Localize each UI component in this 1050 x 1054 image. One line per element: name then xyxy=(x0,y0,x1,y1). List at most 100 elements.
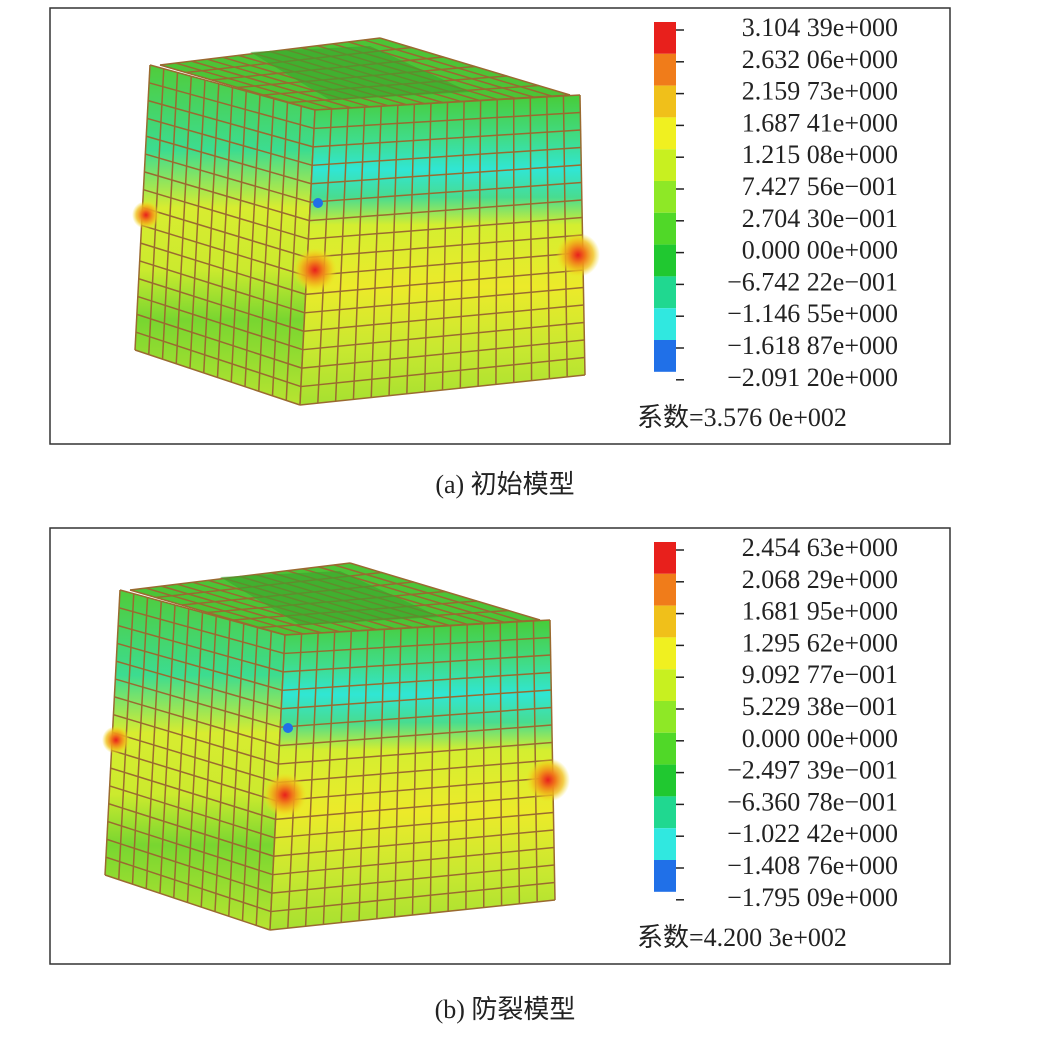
legend-swatch xyxy=(654,308,676,340)
mesh-line xyxy=(307,234,583,259)
mesh-line xyxy=(137,295,304,351)
mesh-line xyxy=(310,181,582,203)
legend-swatch xyxy=(654,828,676,860)
legend-swatch xyxy=(654,212,676,245)
legend-label: −1.795 09e+000 xyxy=(727,883,898,912)
legend-label: 1.215 08e+000 xyxy=(742,140,898,169)
legend-label: −6.742 22e−001 xyxy=(727,267,898,296)
scale-factor: 系数=4.200 3e+002 xyxy=(637,923,847,952)
mesh-line xyxy=(282,671,551,692)
mesh-line xyxy=(141,224,307,277)
mesh-line xyxy=(270,881,555,913)
mesh-line xyxy=(299,374,586,406)
stress-hotspot xyxy=(263,773,307,817)
legend-label: 2.068 29e+000 xyxy=(742,565,898,594)
caption: (a) 初始模型 xyxy=(435,470,574,499)
mesh-line xyxy=(117,624,284,673)
legend-label: 0.000 00e+000 xyxy=(742,724,898,753)
legend-label: 1.295 62e+000 xyxy=(742,628,898,657)
mesh-line xyxy=(114,696,280,747)
legend-swatch xyxy=(654,85,676,118)
fe-model xyxy=(132,37,600,406)
mesh-line xyxy=(147,99,314,148)
mesh-line xyxy=(113,713,279,765)
stress-low-spot xyxy=(283,723,293,733)
mesh-line xyxy=(284,636,551,655)
mesh-line xyxy=(281,689,552,710)
mesh-line xyxy=(279,724,552,747)
legend-swatch xyxy=(654,53,676,86)
stress-hotspot xyxy=(132,201,160,229)
mesh-line xyxy=(139,260,305,314)
legend-swatch xyxy=(654,669,676,701)
legend-label: −6.360 78e−001 xyxy=(727,787,898,816)
legend-swatch xyxy=(654,276,676,309)
mesh-line xyxy=(283,654,551,673)
mesh-line xyxy=(284,619,551,636)
legend-label: −1.022 42e+000 xyxy=(727,819,898,848)
mesh-line xyxy=(143,188,309,240)
mesh-line xyxy=(107,820,274,876)
mesh-line xyxy=(142,206,308,259)
mesh-line xyxy=(146,135,312,185)
mesh-line xyxy=(308,216,583,240)
mesh-line xyxy=(306,251,583,277)
stress-hotspot xyxy=(102,726,130,754)
mesh-line xyxy=(134,349,301,406)
mesh-line xyxy=(305,269,584,296)
legend-label: 9.092 77e−001 xyxy=(742,660,898,689)
legend-swatch xyxy=(654,605,676,638)
legend-label: 2.454 63e+000 xyxy=(742,533,898,562)
mesh-line xyxy=(108,803,274,857)
scale-factor: 系数=3.576 0e+002 xyxy=(637,403,847,432)
mesh-line xyxy=(136,313,303,369)
mesh-line xyxy=(311,164,582,185)
legend-label: −1.408 76e+000 xyxy=(727,851,898,880)
legend-label: 1.681 95e+000 xyxy=(742,597,898,626)
mesh-line xyxy=(303,304,584,332)
mesh-line xyxy=(118,607,285,655)
legend-label: 2.632 06e+000 xyxy=(742,45,898,74)
mesh-line xyxy=(104,874,271,931)
stress-hotspot xyxy=(556,233,600,277)
legend-label: −2.091 20e+000 xyxy=(727,363,898,392)
mesh-line xyxy=(301,339,585,369)
mesh-line xyxy=(146,117,313,167)
legend-label: −2.497 39e−001 xyxy=(727,756,898,785)
mesh-line xyxy=(276,776,553,802)
legend-label: 5.229 38e−001 xyxy=(742,692,898,721)
legend-swatch xyxy=(654,181,676,213)
legend-label: 1.687 41e+000 xyxy=(742,108,898,137)
mesh-line xyxy=(149,64,316,111)
legend-label: 7.427 56e−001 xyxy=(742,172,898,201)
mesh-line xyxy=(112,731,278,784)
panel-frame xyxy=(49,7,951,445)
mesh-line xyxy=(278,741,553,765)
stress-low-spot xyxy=(313,198,323,208)
panel: 2.454 63e+000 2.068 29e+000 1.681 95e+0001… xyxy=(49,527,951,1024)
mesh-line xyxy=(271,864,555,894)
mesh-line xyxy=(110,767,276,821)
mesh-line xyxy=(116,660,282,710)
mesh-line xyxy=(148,82,315,130)
mesh-line xyxy=(106,838,273,894)
mesh-line xyxy=(138,278,304,332)
mesh-line xyxy=(272,846,555,876)
mesh-line xyxy=(302,321,585,351)
legend-label: 0.000 00e+000 xyxy=(742,236,898,265)
legend-swatch xyxy=(654,764,676,797)
legend-swatch xyxy=(654,149,676,181)
mesh-line xyxy=(312,146,581,167)
mesh-line xyxy=(140,242,306,296)
mesh-line xyxy=(274,811,554,839)
legend-swatch xyxy=(654,732,676,765)
mesh-line xyxy=(304,286,584,314)
legend-swatch xyxy=(654,573,676,606)
mesh-line xyxy=(309,199,582,222)
stress-hotspot xyxy=(293,248,337,292)
legend-swatch xyxy=(654,340,676,372)
mesh-line xyxy=(145,153,311,203)
mesh-line xyxy=(111,749,277,802)
